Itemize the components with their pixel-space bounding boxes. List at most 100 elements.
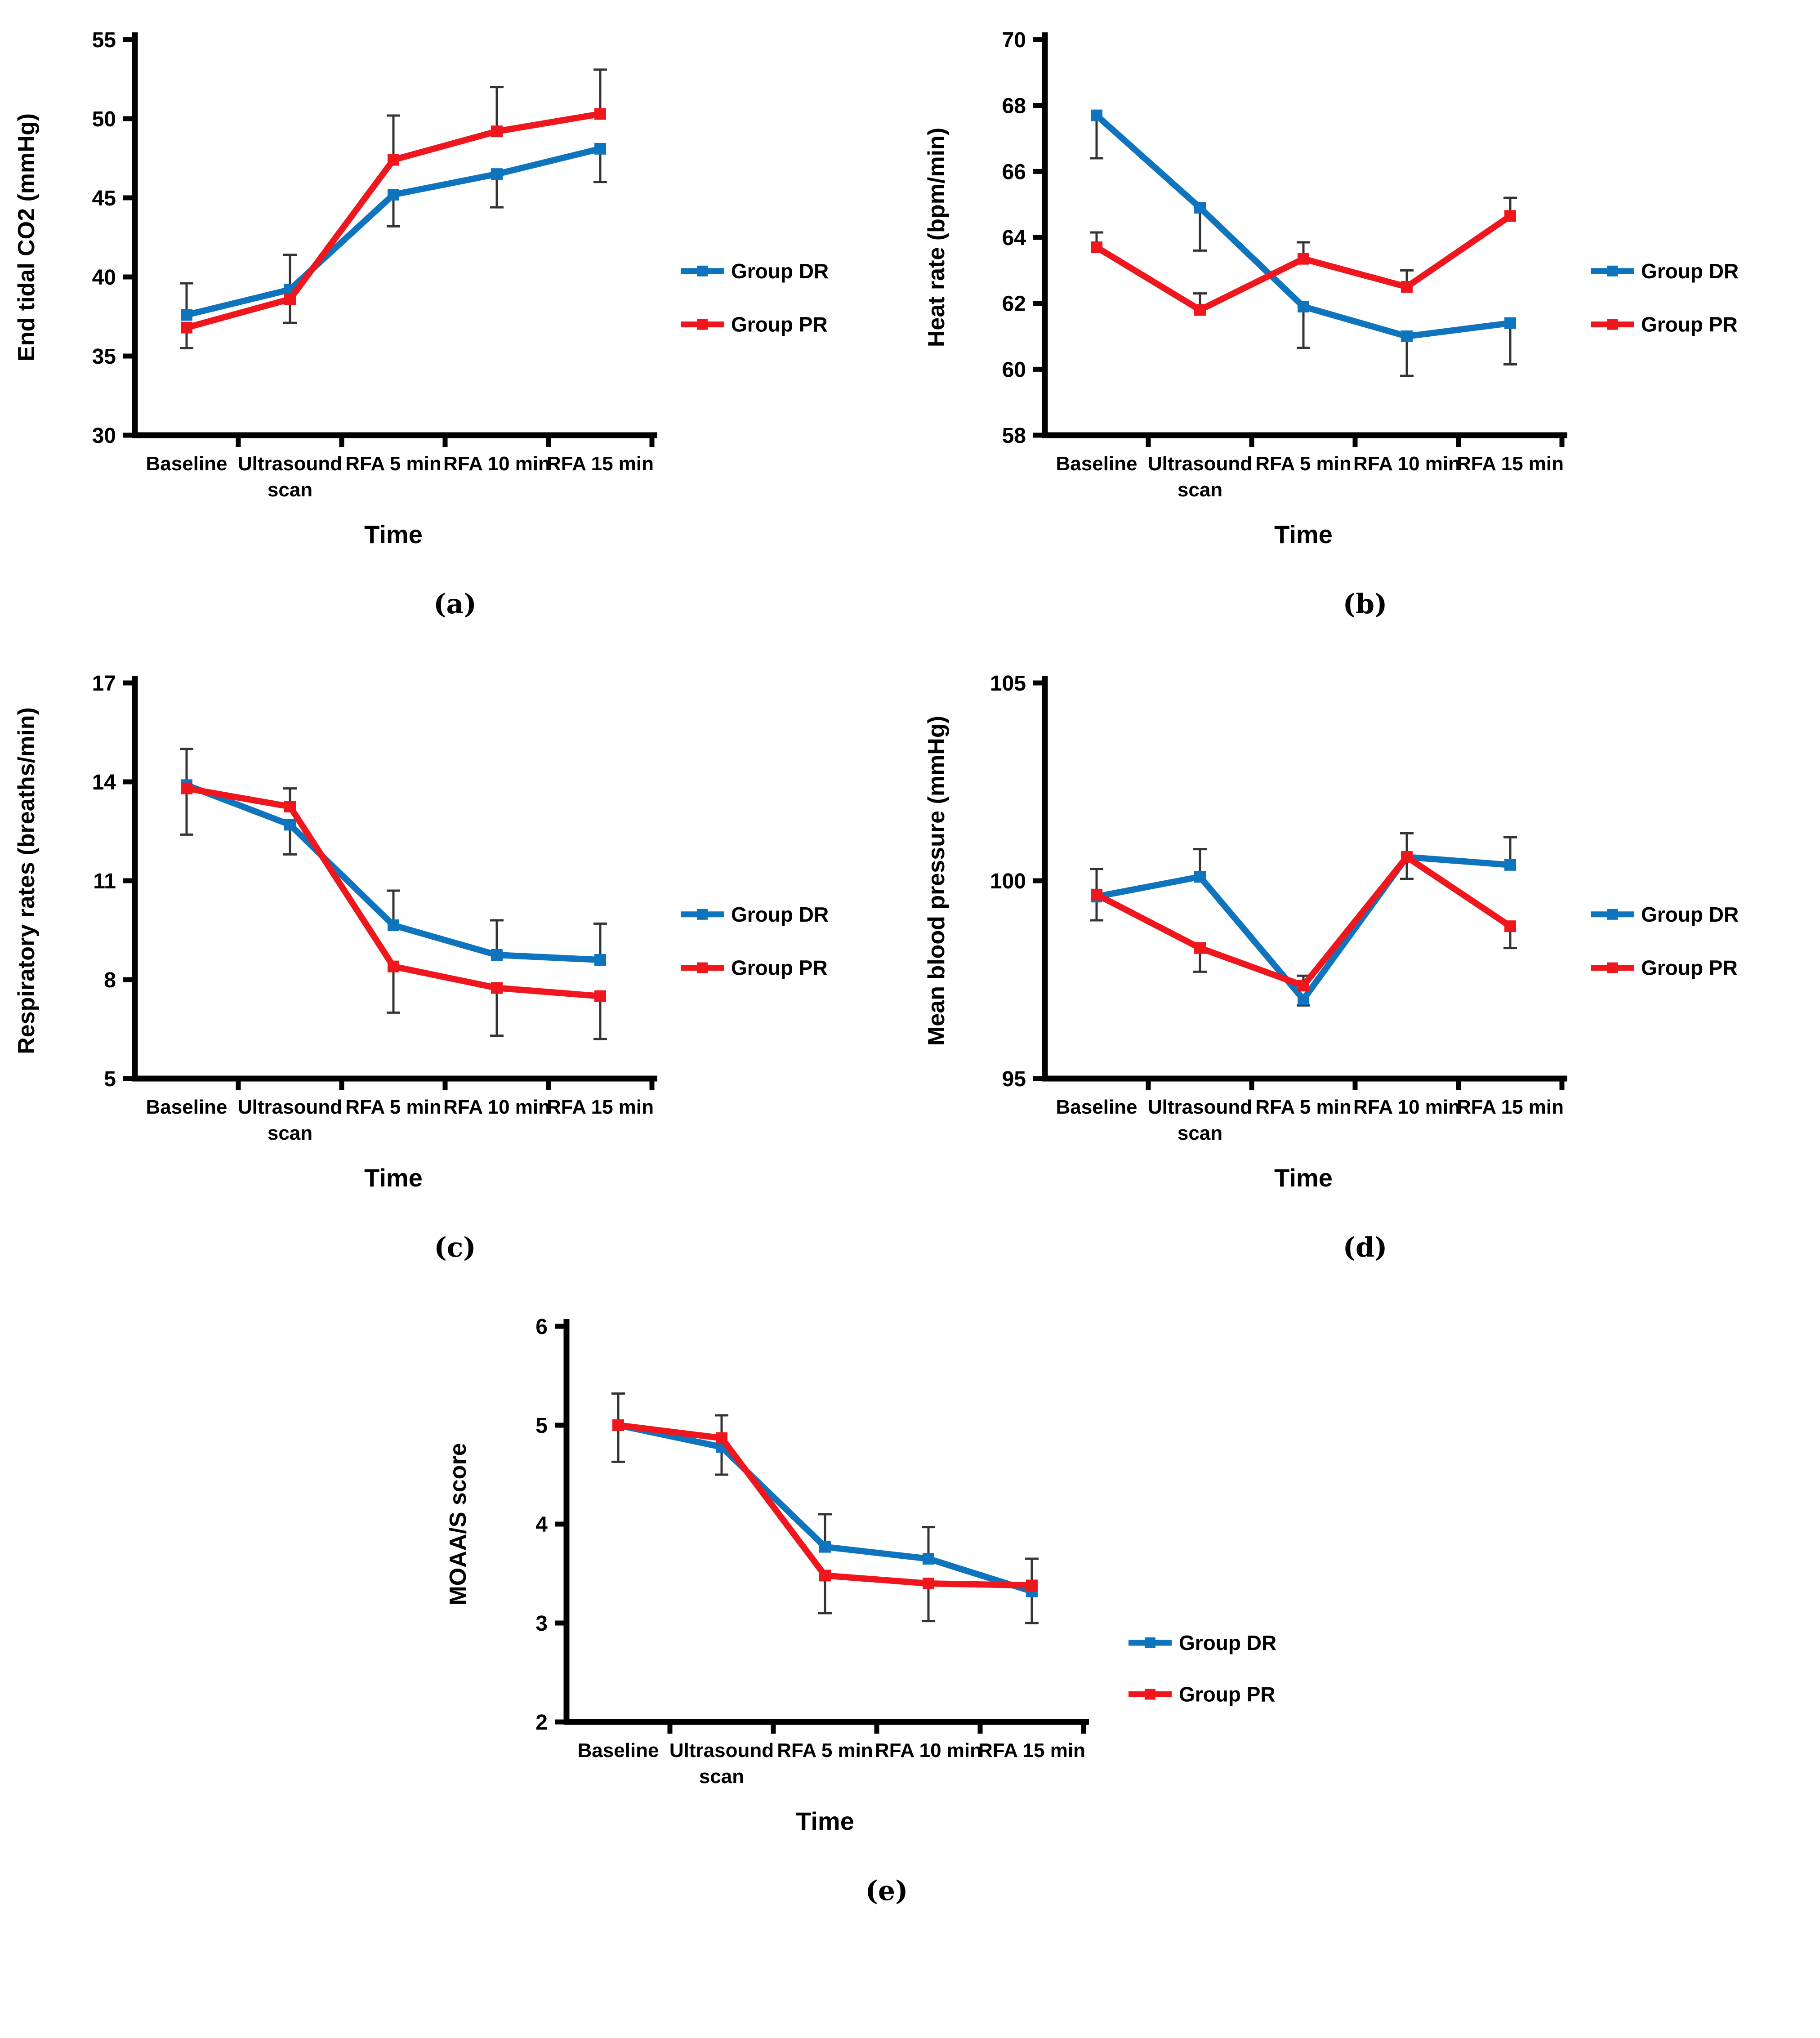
panel-e-caption: (e) — [865, 1875, 908, 1907]
y-tick-label: 11 — [93, 870, 116, 893]
legend-item: Group PR — [681, 313, 828, 336]
legend-label: Group DR — [731, 259, 829, 283]
panel-e: 2 3 4 5 6 Baseline Ultrasound scan RFA 5 min RFA … — [432, 1295, 1342, 1907]
row-bottom: 2 3 4 5 6 Baseline Ultrasound scan RFA 5 min RFA … — [0, 1295, 1820, 1938]
legend-swatch-marker — [1145, 1637, 1155, 1648]
data-point-pr — [284, 293, 296, 305]
data-point-dr — [923, 1553, 934, 1565]
x-category-label: RFA 15 min — [1457, 1096, 1564, 1118]
y-tick-label: 68 — [1002, 94, 1026, 118]
x-category-label: RFA 10 min — [1353, 453, 1460, 475]
x-axis-title: Time — [1274, 520, 1333, 549]
series-line-dr — [183, 145, 603, 318]
data-point-pr — [594, 108, 606, 120]
legend-item: Group DR — [1129, 1631, 1276, 1654]
data-point-pr — [491, 982, 503, 994]
x-category-label: scan — [1178, 479, 1222, 501]
x-category-label: Baseline — [146, 1096, 228, 1118]
x-category-label: RFA 10 min — [443, 453, 550, 475]
data-point-dr — [1194, 871, 1206, 883]
data-point-dr — [1091, 109, 1102, 121]
y-tick-label: 17 — [92, 672, 116, 696]
x-category-label: scan — [1178, 1122, 1222, 1144]
x-category-label: scan — [699, 1766, 744, 1788]
legend-item: Group PR — [1591, 956, 1738, 980]
x-category-label: RFA 10 min — [875, 1739, 982, 1762]
data-point-pr — [181, 321, 192, 334]
y-tick-label: 40 — [92, 266, 116, 290]
data-point-pr — [612, 1419, 624, 1431]
data-point-dr — [1298, 994, 1309, 1005]
y-tick-label: 55 — [92, 28, 116, 52]
panel-d: 95 100 105 Baseline Ultrasound scan RFA 5 min R… — [910, 651, 1820, 1263]
data-point-pr — [594, 990, 606, 1002]
x-axis-title: Time — [364, 520, 423, 549]
y-tick-label: 60 — [1002, 358, 1026, 382]
data-point-dr — [491, 168, 503, 180]
y-tick-label: 30 — [92, 424, 116, 448]
legend-swatch-marker — [1607, 909, 1618, 920]
y-tick-label: 66 — [1002, 160, 1026, 184]
legend-item: Group DR — [1591, 259, 1739, 283]
y-axis-title: MOAA/S score — [445, 1443, 471, 1605]
data-point-pr — [388, 960, 399, 972]
data-point-dr — [388, 188, 399, 201]
x-category-label: Ultrasound — [238, 453, 342, 475]
data-point-dr — [594, 954, 606, 966]
legend-swatch-marker — [1145, 1689, 1155, 1700]
y-axis-title: End tidal CO2 (mmHg) — [13, 113, 40, 361]
legend-label: Group DR — [1641, 259, 1739, 283]
x-category-label: RFA 10 min — [443, 1096, 550, 1118]
data-point-pr — [1194, 942, 1206, 954]
row-middle: 5 8 11 14 17 Baseline Ultrasound scan RFA 5 min R… — [0, 651, 1820, 1295]
y-tick-label: 62 — [1002, 292, 1026, 316]
y-axis-title: Heat rate (bpm/min) — [923, 128, 950, 347]
data-point-pr — [1401, 281, 1413, 293]
data-point-pr — [1298, 253, 1309, 265]
data-point-pr — [1504, 920, 1516, 932]
y-tick-label: 6 — [535, 1315, 548, 1339]
data-point-dr — [491, 949, 503, 961]
legend-item: Group PR — [1591, 313, 1738, 336]
x-category-label: RFA 5 min — [345, 1096, 442, 1118]
chart-heat-rate: 58 60 62 64 66 68 70 Baseline Ultrasound scan RFA … — [923, 28, 1739, 549]
x-category-label: RFA 15 min — [978, 1739, 1085, 1762]
x-category-label: Ultrasound — [1148, 1096, 1252, 1118]
x-category-label: RFA 5 min — [345, 453, 442, 475]
data-point-pr — [716, 1432, 727, 1444]
x-category-label: Baseline — [1056, 453, 1138, 475]
legend-label: Group PR — [1641, 956, 1738, 980]
y-tick-label: 64 — [1002, 226, 1026, 250]
data-point-pr — [1504, 210, 1516, 222]
x-category-label: Baseline — [578, 1739, 659, 1762]
panel-b-caption: (b) — [1343, 589, 1387, 620]
series-line-dr — [183, 782, 603, 963]
x-axis-title: Time — [796, 1807, 854, 1835]
legend-swatch-marker — [1607, 265, 1618, 276]
panel-c-caption: (c) — [434, 1232, 476, 1263]
chart-end-tidal-co2: 30 35 40 45 50 55 Baseline Ultrasound scan RFA 5 … — [13, 28, 829, 549]
legend-item: Group PR — [1129, 1682, 1276, 1706]
data-point-pr — [1091, 888, 1102, 901]
legend-item: Group DR — [1591, 903, 1739, 926]
y-tick-label: 5 — [104, 1067, 116, 1091]
data-point-pr — [1298, 980, 1309, 992]
data-point-pr — [181, 782, 192, 794]
x-category-label: RFA 15 min — [1457, 453, 1564, 475]
legend-label: Group PR — [731, 313, 828, 336]
data-point-dr — [1504, 859, 1516, 871]
data-point-dr — [284, 819, 296, 831]
legend-swatch-marker — [1607, 319, 1618, 330]
y-tick-label: 5 — [535, 1414, 548, 1438]
row-top: 30 35 40 45 50 55 Baseline Ultrasound scan RFA 5 … — [0, 8, 1820, 651]
panel-a: 30 35 40 45 50 55 Baseline Ultrasound scan RFA 5 … — [0, 8, 910, 620]
legend-label: Group PR — [1179, 1682, 1276, 1706]
x-axis-title: Time — [1274, 1164, 1333, 1192]
legend-item: Group PR — [681, 956, 828, 980]
legend-label: Group DR — [1641, 903, 1739, 926]
data-point-pr — [819, 1570, 831, 1582]
legend-label: Group DR — [731, 903, 829, 926]
y-tick-label: 58 — [1002, 424, 1026, 448]
